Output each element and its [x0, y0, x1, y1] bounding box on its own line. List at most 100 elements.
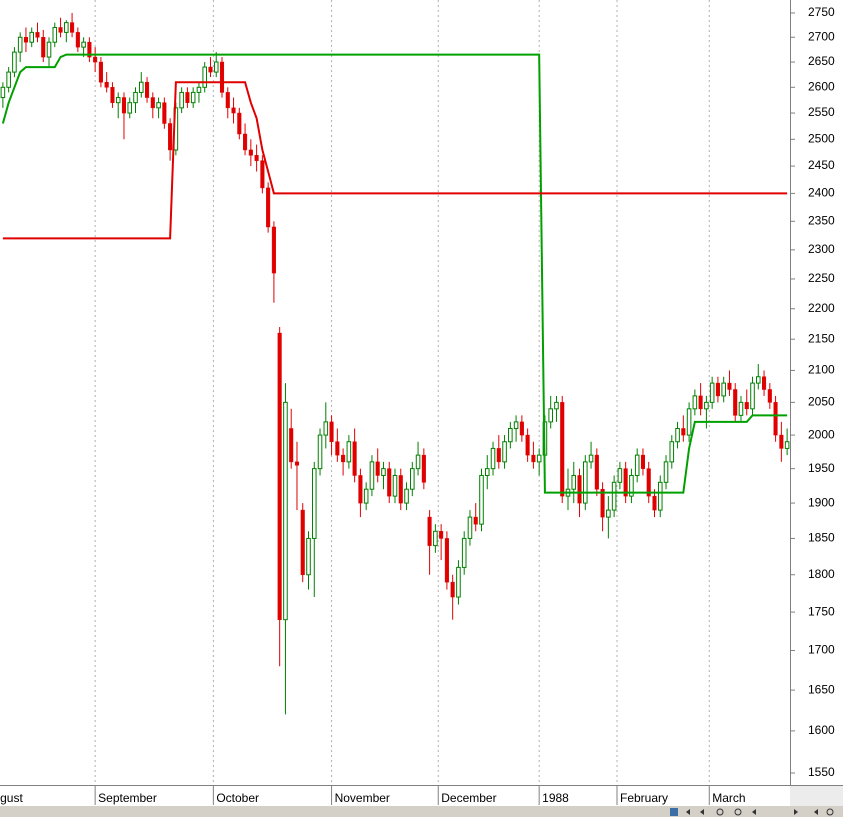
scrollbar[interactable] [0, 806, 843, 817]
y-tick-label: 2250 [808, 271, 835, 285]
candle-body [692, 395, 698, 410]
candle-body [525, 434, 530, 456]
y-tick-label: 2400 [808, 186, 835, 200]
candle-body [709, 382, 715, 403]
y-tick-label: 1900 [808, 495, 835, 509]
candle-body [185, 92, 190, 103]
x-tick-label: October [216, 791, 259, 805]
candle-body [490, 447, 496, 470]
candle-body [0, 86, 6, 99]
candle-body [12, 51, 17, 73]
candle-body [363, 488, 369, 504]
candle-body [404, 488, 409, 504]
candle-body [329, 421, 334, 442]
x-tick-label: September [98, 791, 157, 805]
candle-body [52, 26, 58, 43]
candle-body [35, 32, 40, 38]
y-tick-label: 1850 [808, 531, 835, 545]
scroll-arrows[interactable] [686, 809, 818, 815]
candle-body [196, 86, 202, 93]
y-tick-label: 2600 [808, 79, 835, 93]
candle-body [738, 401, 744, 416]
candle-body [219, 61, 225, 93]
candle-body [467, 516, 473, 539]
zoom-reset[interactable] [826, 808, 834, 816]
candle-body [779, 434, 784, 449]
candle-body [669, 441, 675, 463]
candle-body [652, 495, 657, 511]
y-tick-label: 2100 [808, 363, 835, 377]
candle-body [306, 537, 311, 576]
candle-body [473, 516, 478, 525]
candle-body [444, 538, 449, 583]
candle-body [513, 421, 519, 429]
candle-body [64, 22, 69, 33]
candle-body [202, 66, 207, 88]
plot-area [0, 12, 790, 715]
candle-body [721, 382, 726, 397]
candle-body [704, 401, 709, 410]
candle-body [415, 454, 421, 470]
candle-body [294, 461, 300, 466]
candle-body [46, 41, 52, 58]
candle-body [548, 408, 553, 423]
y-tick-label: 2550 [808, 105, 835, 119]
candle-body [594, 454, 599, 490]
candle-body [98, 61, 103, 83]
x-tick-label: December [441, 791, 496, 805]
candle-body [715, 382, 720, 397]
y-tick-label: 1600 [808, 723, 835, 737]
candle-body [41, 37, 46, 58]
candle-body [17, 36, 23, 53]
candle-body [554, 401, 559, 410]
candle-body [773, 402, 778, 436]
y-tick-label: 2200 [808, 301, 835, 315]
candle-body [433, 530, 438, 547]
candle-body [243, 133, 248, 151]
candle-body [519, 421, 524, 436]
candle-body [750, 382, 755, 410]
zoom-in[interactable] [716, 808, 724, 816]
candle-body [450, 581, 455, 598]
candle-body [629, 474, 634, 497]
grid [94, 0, 710, 785]
candle-body [640, 454, 645, 469]
candle-body [104, 81, 109, 88]
candle-body [571, 474, 577, 490]
candle-body [121, 97, 127, 114]
y-tick-label: 1700 [808, 643, 835, 657]
candle-body [508, 427, 513, 443]
candle-body [410, 468, 415, 490]
candle-body [254, 155, 259, 161]
candle-body [577, 475, 582, 504]
candle-body [369, 461, 375, 490]
candle-body [663, 461, 669, 483]
y-tick-label: 1800 [808, 567, 835, 581]
candle-body [623, 468, 628, 497]
candle-body [93, 56, 98, 63]
candle-body [162, 102, 167, 124]
candle-body [335, 441, 340, 456]
candle-body [346, 441, 352, 463]
candle-body [744, 402, 749, 410]
scroll-thumb[interactable] [670, 808, 678, 816]
candle-body [323, 421, 329, 436]
candle-body [375, 461, 380, 476]
y-tick-label: 2300 [808, 242, 835, 256]
y-tick-label: 1550 [808, 765, 835, 779]
candle-body [150, 97, 155, 109]
candle-body [231, 107, 236, 114]
candle-body [767, 389, 772, 403]
candle-body [733, 389, 738, 416]
corner [790, 786, 843, 806]
zoom-out[interactable] [734, 808, 742, 816]
candle-body [341, 454, 346, 463]
y-tick-label: 1650 [808, 682, 835, 696]
candle-body [266, 187, 271, 228]
candle-body [115, 97, 121, 104]
y-tick-label: 2750 [808, 5, 835, 19]
candle-body [358, 475, 363, 504]
x-tick-label: February [620, 791, 668, 805]
